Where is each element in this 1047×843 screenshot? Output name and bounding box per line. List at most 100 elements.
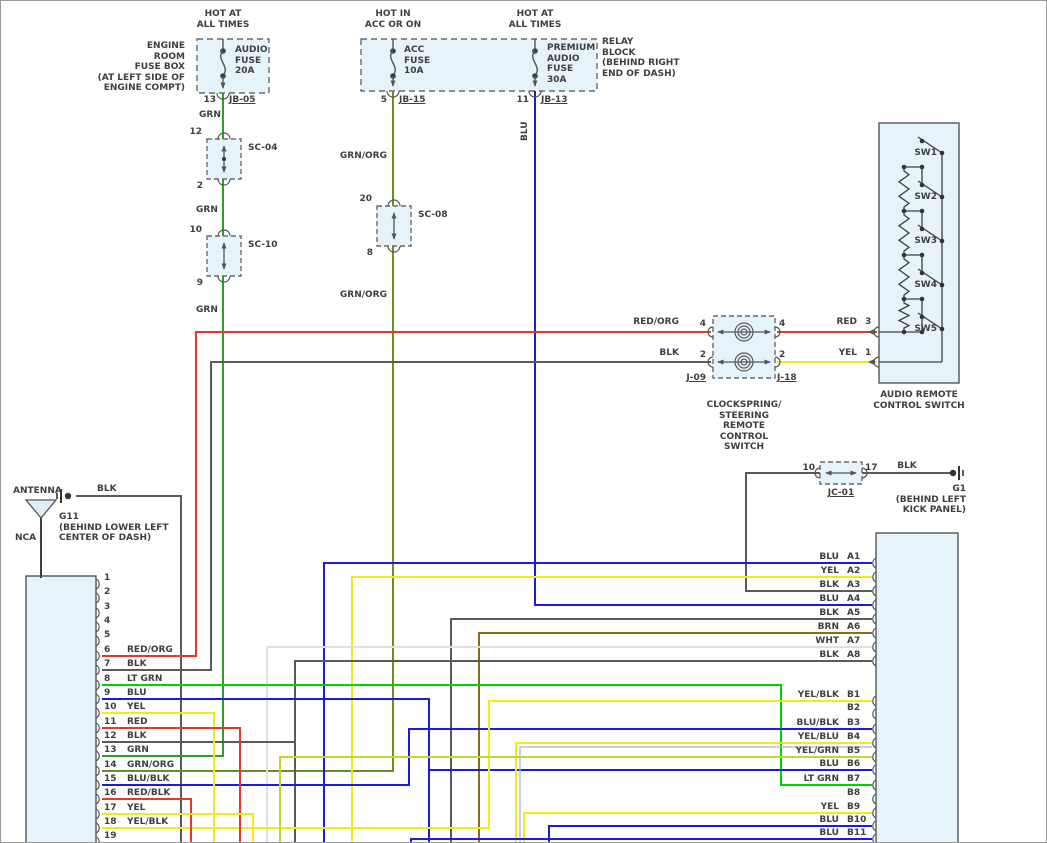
right-a-A7-wire-label: WHT — [815, 636, 839, 646]
pin-arc — [95, 779, 100, 791]
grnorg-wire-label-2: GRN/ORG — [339, 290, 387, 300]
j09-connector-label: J-09 — [686, 373, 706, 383]
sc08-pin-top: 20 — [359, 194, 372, 204]
right-a-A1-wire-label: BLU — [819, 552, 839, 562]
sw1-label: SW1 — [914, 148, 937, 158]
left-pin-6-number: 6 — [104, 645, 111, 655]
pin-arc — [872, 655, 877, 667]
wire-blu-b10 — [548, 825, 872, 842]
right-a-A7-pin-number: A7 — [847, 636, 861, 646]
hot-in-acc-or-on-label: HOT IN ACC OR ON — [364, 9, 422, 30]
connector-pin-arcs — [95, 557, 877, 842]
jb05-connector-label: JB-05 — [229, 95, 256, 105]
sc04-pin-bottom: 2 — [196, 181, 203, 191]
sc10-pin-bottom: 9 — [196, 278, 203, 288]
pin-arc — [872, 807, 877, 819]
g1-ground-symbol — [949, 466, 964, 480]
right-a-A6-wire-label: BRN — [817, 622, 839, 632]
pin-arc — [872, 571, 877, 583]
grn-wire-label-1: GRN — [199, 110, 221, 120]
left-pin-10-wire-label: YEL — [127, 702, 146, 712]
pin-arc — [95, 607, 100, 619]
left-pin-17-number: 17 — [104, 803, 117, 813]
nca-wire-label: NCA — [15, 533, 37, 543]
sc08-pin-bottom: 8 — [366, 248, 373, 258]
hot-at-all-times-left-label: HOT AT ALL TIMES — [196, 9, 250, 30]
sw5-label: SW5 — [914, 324, 937, 334]
left-pin-11-wire-label: RED — [127, 717, 148, 727]
right-b-B6-pin-number: B6 — [847, 759, 861, 769]
sc08-connector-label: SC-08 — [418, 210, 448, 220]
jc01-connector-label: JC-01 — [827, 488, 855, 498]
sc04-pin-top: 12 — [189, 127, 202, 137]
wire-blk-a5 — [450, 618, 872, 842]
wire-blu-jb13-a4 — [534, 91, 872, 606]
pin-arc — [95, 750, 100, 762]
right-b-B1-pin-number: B1 — [847, 690, 861, 700]
pin-arc — [95, 578, 100, 590]
pin-arc — [872, 708, 877, 720]
clockspring-box — [712, 315, 776, 379]
premium-audio-fuse-symbol — [532, 39, 538, 87]
right-b-B10-pin-number: B10 — [847, 815, 867, 825]
right-b-B3-pin-number: B3 — [847, 718, 861, 728]
left-pin-14-wire-label: GRN/ORG — [127, 760, 175, 770]
left-pin-15-number: 15 — [104, 774, 117, 784]
right-b-B11-wire-label: BLU — [819, 828, 839, 838]
left-pin-4-number: 4 — [104, 616, 111, 626]
sc04-connector-label: SC-04 — [248, 143, 278, 153]
left-pin-19-number: 19 — [104, 831, 117, 841]
wire-redblk-pin16 — [102, 798, 192, 842]
pin-arc — [95, 650, 100, 662]
left-pin-11-number: 11 — [104, 717, 117, 727]
blk-wire-label-clockspring: BLK — [659, 348, 679, 358]
pin-arc — [95, 621, 100, 633]
left-pin-9-number: 9 — [104, 688, 111, 698]
pin-arc — [872, 641, 877, 653]
sc04-arrow-symbol — [221, 145, 227, 173]
pin-arc — [95, 722, 100, 734]
wire-yel-b9 — [523, 812, 872, 842]
right-b-B7-wire-label: LT GRN — [803, 774, 839, 784]
wire-grn-sc10-pin13 — [102, 276, 224, 757]
grnorg-wire-label-1: GRN/ORG — [339, 151, 387, 161]
j18-pin-2: 2 — [779, 350, 786, 360]
switch-pin-1: 1 — [865, 348, 872, 358]
right-a-A2-wire-label: YEL — [820, 566, 839, 576]
pin-arc — [872, 723, 877, 735]
pin-arc — [872, 833, 877, 842]
wire-blk-pin7-j09 — [102, 361, 711, 671]
pin-arc — [95, 693, 100, 705]
right-b-B1-wire-label: YEL/BLK — [797, 690, 839, 700]
wire-yelblk-pin18-b1 — [102, 700, 872, 829]
engine-room-fuse-box-label: ENGINE ROOM FUSE BOX (AT LEFT SIDE OF EN… — [97, 41, 185, 93]
right-a-A1-pin-number: A1 — [847, 552, 861, 562]
wire-blu-a1 — [323, 562, 872, 842]
pin-arc — [95, 765, 100, 777]
acc-fuse-symbol — [390, 39, 396, 87]
audio-remote-control-switch-box — [878, 122, 960, 384]
yel-wire-label: YEL — [838, 348, 857, 358]
left-pin-14-number: 14 — [104, 760, 117, 770]
wire-grnorg-sc08-pin14 — [102, 246, 394, 772]
wire-yel-pin10 — [102, 712, 215, 842]
left-pin-18-wire-label: YEL/BLK — [127, 817, 169, 827]
g11-ground-symbol — [56, 489, 72, 503]
clockspring-coil-symbols — [717, 322, 771, 372]
j18-pin-4: 4 — [779, 319, 786, 329]
left-pin-7-wire-label: BLK — [127, 659, 147, 669]
relay-block-label: RELAY BLOCK (BEHIND RIGHT END OF DASH) — [602, 37, 680, 79]
wire-yel-pin17 — [102, 813, 254, 842]
blk-wire-label-g11: BLK — [97, 484, 117, 494]
pin-arc — [872, 557, 877, 569]
jb15-connector-label: JB-15 — [399, 95, 426, 105]
pin-arc — [872, 820, 877, 832]
premium-audio-fuse-label: PREMIUM AUDIO FUSE 30A — [547, 43, 596, 85]
left-pin-18-number: 18 — [104, 817, 117, 827]
wire-yelblu-b4-stripe — [519, 746, 872, 842]
pin-arc — [95, 635, 100, 647]
left-pin-12-number: 12 — [104, 731, 117, 741]
pin-arc — [872, 793, 877, 805]
sw2-label: SW2 — [914, 192, 937, 202]
